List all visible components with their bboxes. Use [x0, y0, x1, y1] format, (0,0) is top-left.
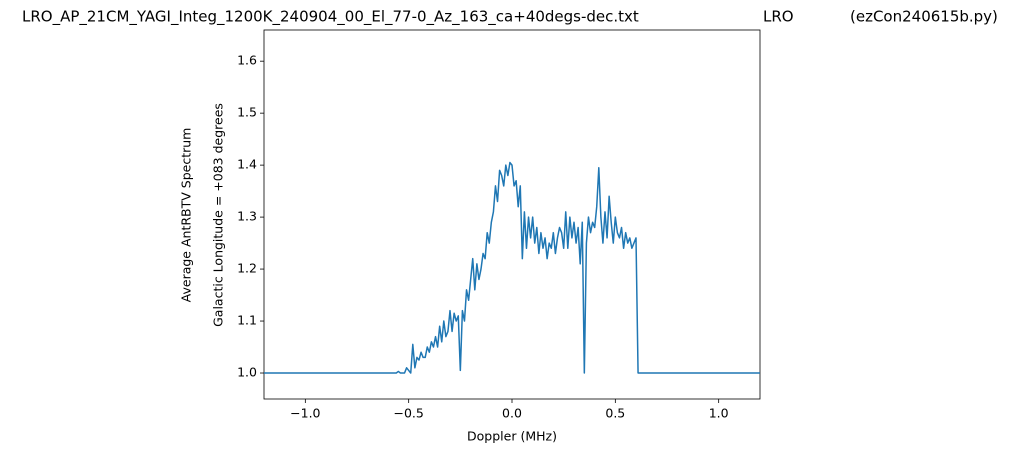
y-axis-label: Average AntRBTV Spectrum: [179, 128, 194, 303]
x-tick-label: 1.0: [709, 406, 729, 421]
x-tick-label: 0.0: [502, 406, 522, 421]
chart-title: LRO: [763, 8, 794, 26]
x-tick-label: 0.5: [605, 406, 625, 421]
y-tick-label: 1.6: [237, 53, 257, 68]
y-axis-label: Galactic Longitude = +083 degrees: [211, 103, 226, 327]
chart-title: LRO_AP_21CM_YAGI_Integ_1200K_240904_00_E…: [22, 8, 639, 27]
y-tick-label: 1.1: [237, 313, 257, 328]
y-tick-label: 1.0: [237, 365, 257, 380]
chart-title: (ezCon240615b.py): [850, 8, 998, 26]
y-tick-label: 1.3: [237, 209, 257, 224]
y-tick-label: 1.4: [237, 157, 257, 172]
x-tick-label: −1.0: [290, 406, 320, 421]
x-tick-label: −0.5: [393, 406, 423, 421]
y-tick-label: 1.2: [237, 261, 257, 276]
x-axis-label: Doppler (MHz): [467, 429, 557, 444]
data-line: [264, 161, 760, 374]
y-tick-label: 1.5: [237, 105, 257, 120]
plot-frame: [263, 29, 761, 400]
